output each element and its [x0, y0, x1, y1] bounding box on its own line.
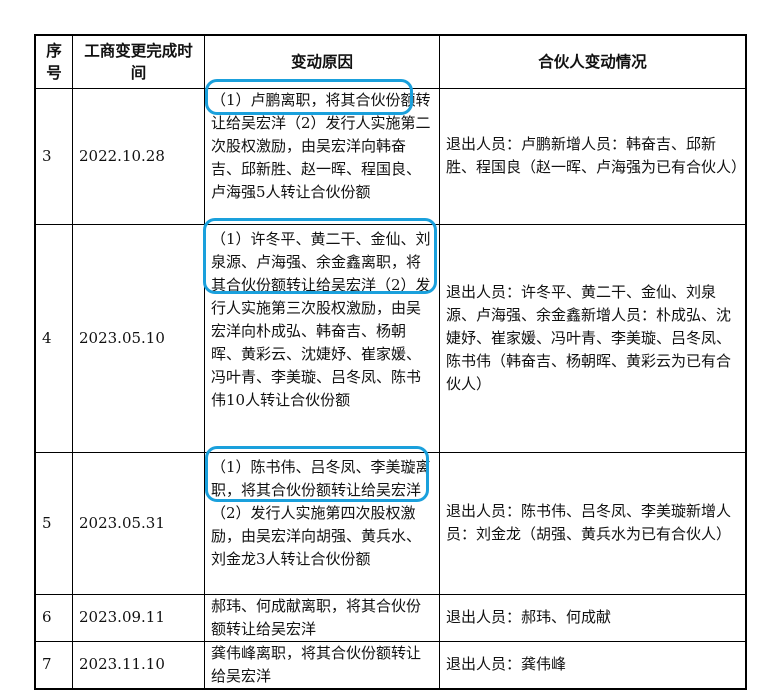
change-cell: 退出人员：龚伟峰 [439, 640, 747, 689]
reason-cell: 郝玮、何成献离职，将其合伙份额转让给吴宏洋 [204, 593, 440, 642]
table-row: 6 2023.09.11 郝玮、何成献离职，将其合伙份额转让给吴宏洋 退出人员：… [34, 593, 747, 642]
table-row: 5 2023.05.31 （1）陈书伟、吕冬凤、李美璇离职，将其合伙份额转让给吴… [34, 451, 747, 595]
header-date: 工商变更完成时间 [72, 34, 205, 89]
date-cell: 2022.10.28 [72, 87, 205, 225]
date-cell: 2023.11.10 [72, 640, 205, 689]
reason-cell: （1）卢鹏离职，将其合伙份额转让给吴宏洋（2）发行人实施第二次股权激励，由吴宏洋… [204, 87, 440, 225]
reason-cell: 龚伟峰离职，将其合伙份额转让给吴宏洋 [204, 640, 440, 689]
table-row: 4 2023.05.10 （1）许冬平、黄二干、金仙、刘泉源、卢海强、余金鑫离职… [34, 223, 747, 453]
change-cell: 退出人员：陈书伟、吕冬凤、李美璇新增人员：刘金龙（胡强、黄兵水为已有合伙人） [439, 451, 747, 595]
reason-cell: （1）陈书伟、吕冬凤、李美璇离职，将其合伙份额转让给吴宏洋（2）发行人实施第四次… [204, 451, 440, 595]
partner-change-table: 序号 工商变更完成时间 变动原因 合伙人变动情况 3 2022.10.28 （1… [34, 34, 747, 690]
seq-cell: 7 [34, 640, 73, 689]
seq-cell: 5 [34, 451, 73, 595]
change-cell: 退出人员：许冬平、黄二干、金仙、刘泉源、卢海强、余金鑫新增人员：朴成弘、沈婕妤、… [439, 223, 747, 453]
table-row: 7 2023.11.10 龚伟峰离职，将其合伙份额转让给吴宏洋 退出人员：龚伟峰 [34, 640, 747, 689]
header-reason: 变动原因 [204, 34, 440, 89]
header-change: 合伙人变动情况 [439, 34, 747, 89]
date-cell: 2023.05.10 [72, 223, 205, 453]
change-cell: 退出人员：郝玮、何成献 [439, 593, 747, 642]
date-cell: 2023.09.11 [72, 593, 205, 642]
seq-cell: 3 [34, 87, 73, 225]
seq-cell: 6 [34, 593, 73, 642]
change-cell: 退出人员：卢鹏新增人员：韩奋吉、邱新胜、程国良（赵一晖、卢海强为已有合伙人） [439, 87, 747, 225]
date-cell: 2023.05.31 [72, 451, 205, 595]
table-row: 3 2022.10.28 （1）卢鹏离职，将其合伙份额转让给吴宏洋（2）发行人实… [34, 87, 747, 225]
reason-cell: （1）许冬平、黄二干、金仙、刘泉源、卢海强、余金鑫离职，将其合伙份额转让给吴宏洋… [204, 223, 440, 453]
seq-cell: 4 [34, 223, 73, 453]
header-seq: 序号 [34, 34, 73, 89]
header-row: 序号 工商变更完成时间 变动原因 合伙人变动情况 [34, 34, 747, 89]
